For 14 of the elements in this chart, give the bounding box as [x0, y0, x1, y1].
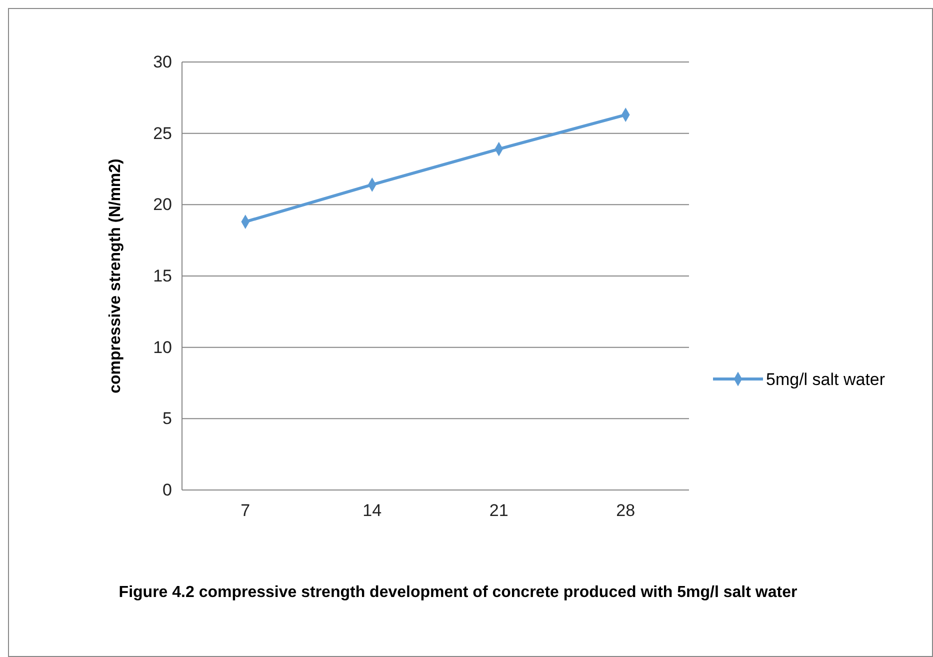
x-tick-label: 14	[362, 501, 382, 520]
x-tick-label: 28	[616, 501, 636, 520]
x-tick-label: 7	[240, 501, 250, 520]
y-axis-title: compressive strength (N/mm2)	[107, 158, 124, 394]
caption: Figure 4.2 compressive strength development of concrete produced with 5mg/l salt water	[118, 584, 798, 601]
y-tick-label: 15	[153, 266, 172, 286]
y-tick-label: 0	[162, 480, 172, 500]
x-tick-label: 21	[489, 501, 508, 520]
legend-label: 5mg/l salt water	[766, 370, 886, 389]
y-tick-label: 5	[162, 409, 172, 428]
y-tick-label: 30	[153, 52, 172, 72]
y-tick-label: 25	[153, 124, 172, 143]
y-tick-label: 10	[153, 338, 172, 357]
y-tick-label: 20	[153, 195, 172, 214]
